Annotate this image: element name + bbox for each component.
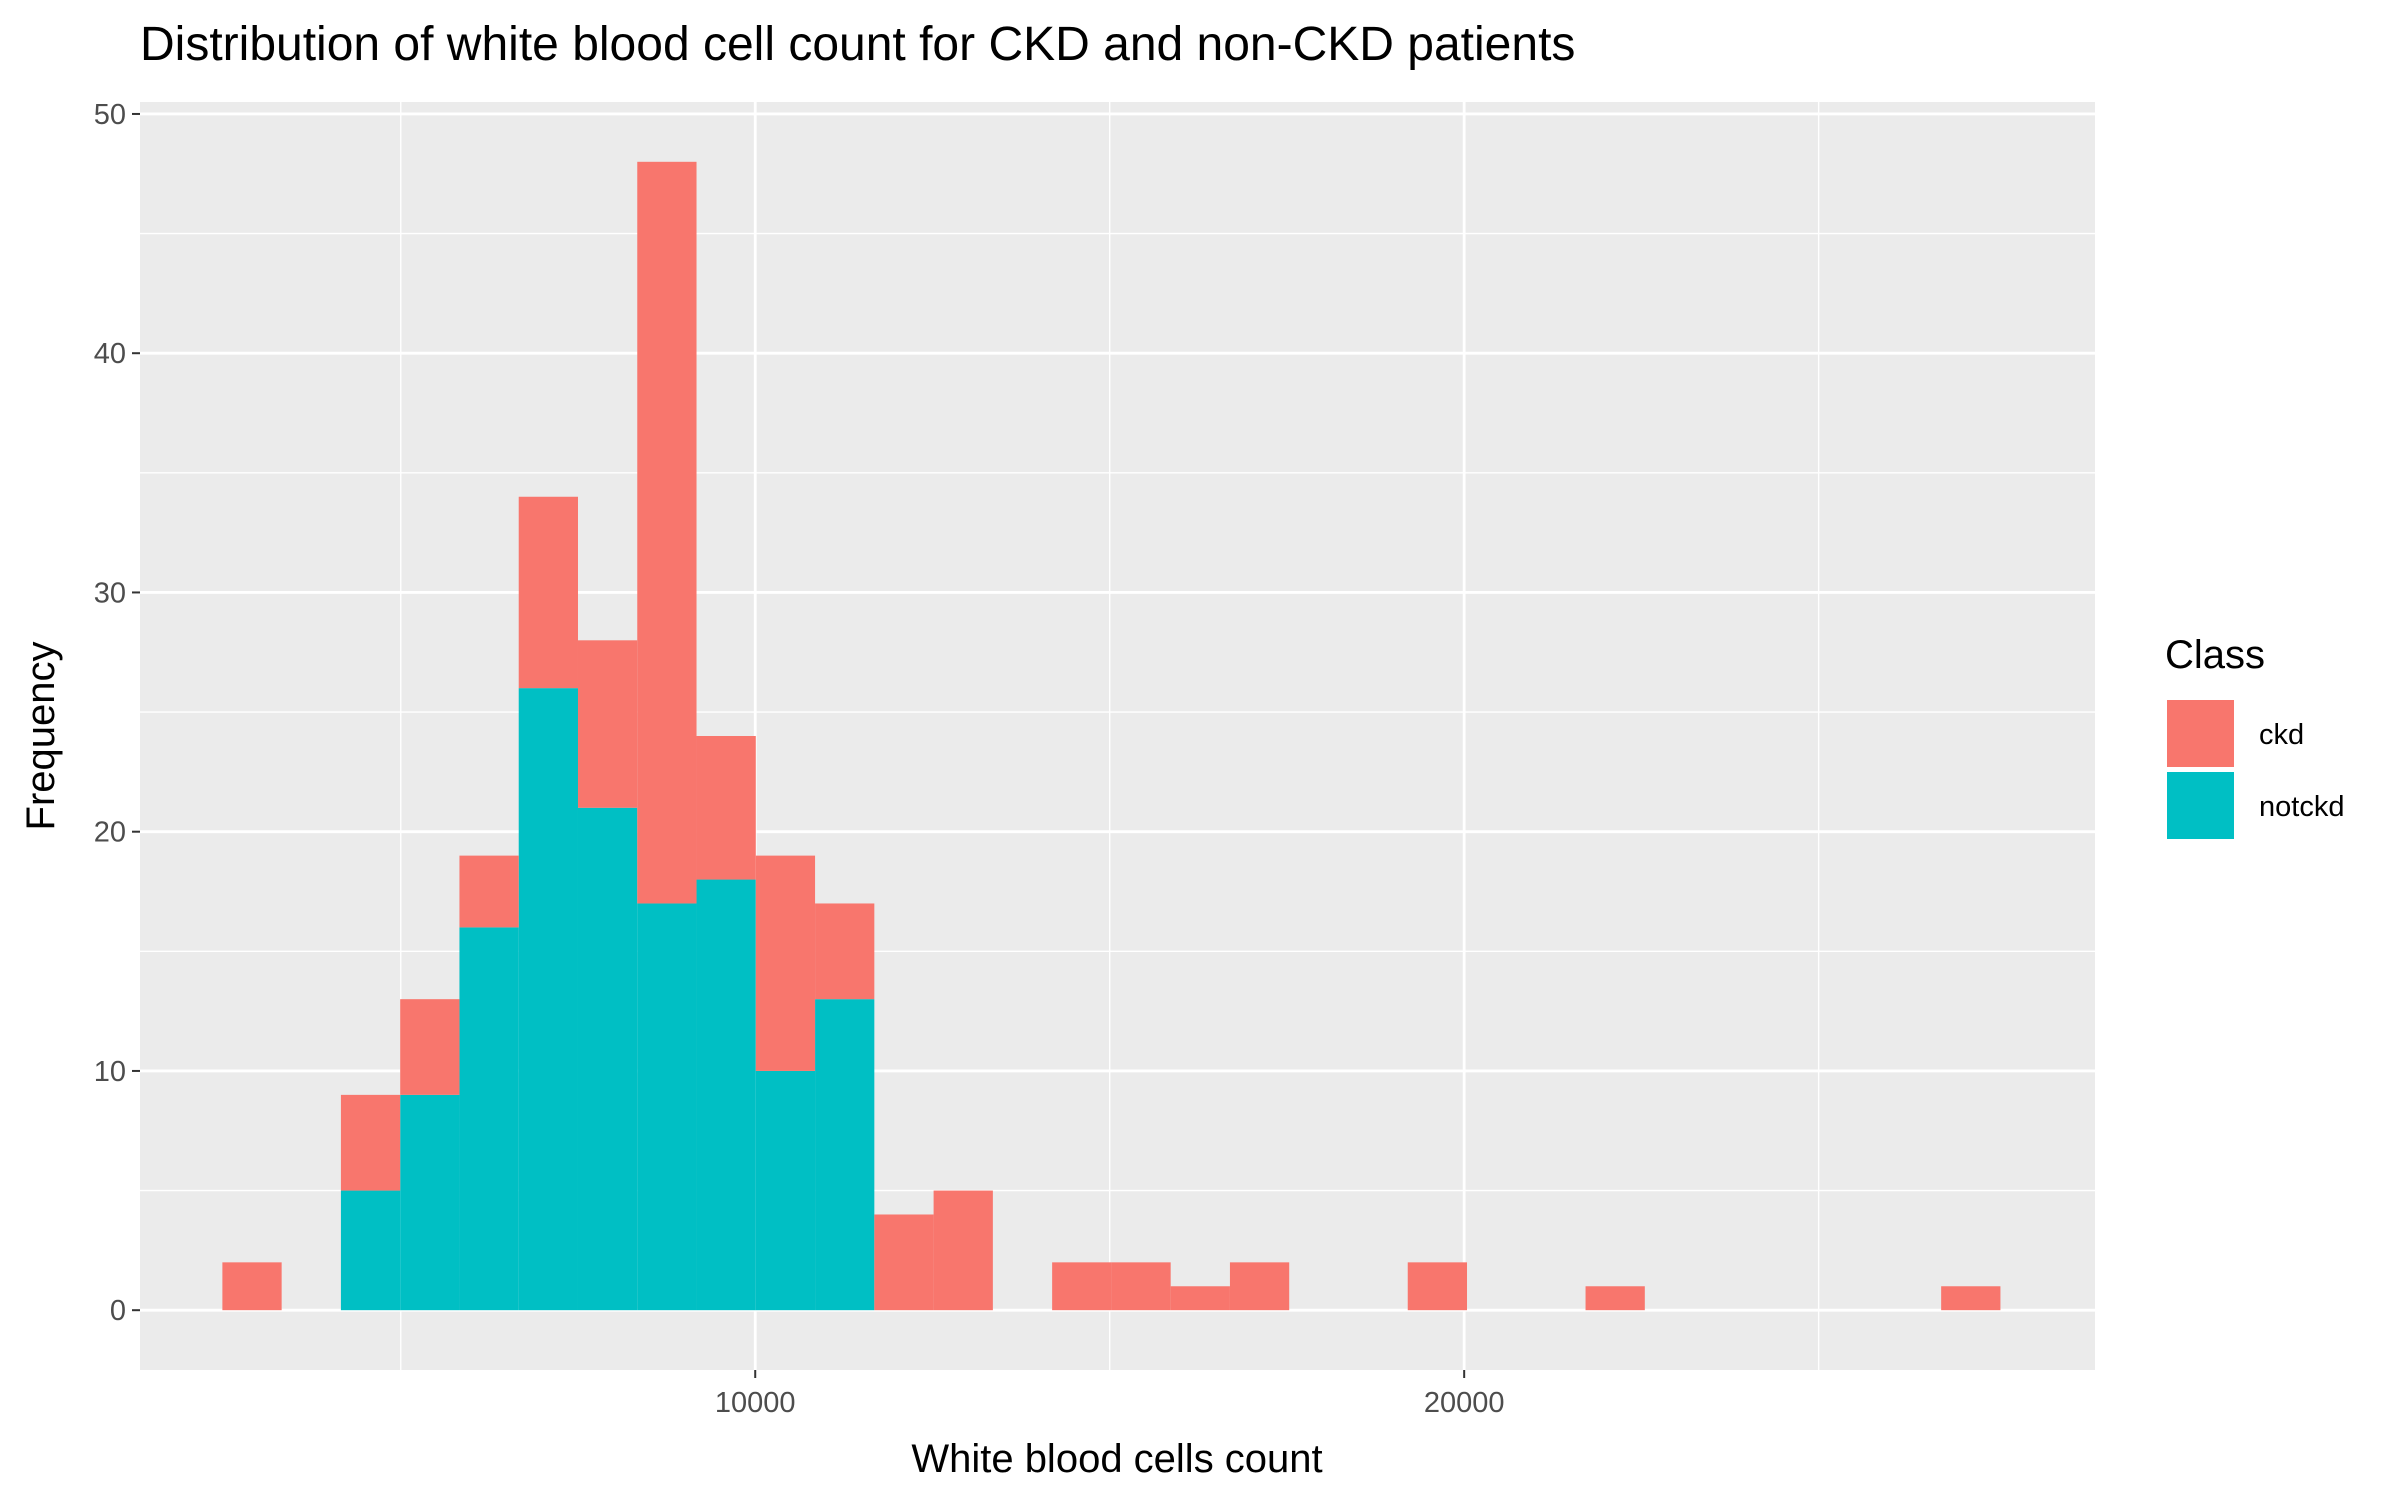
- bar-ckd: [1407, 1262, 1468, 1311]
- bar-ckd: [1941, 1286, 2001, 1311]
- y-tick-label: 40: [94, 338, 126, 370]
- bar-ckd: [815, 903, 875, 1000]
- x-tick-label: 20000: [1424, 1387, 1505, 1419]
- bar-ckd: [1111, 1262, 1171, 1311]
- bar-ckd: [1170, 1286, 1230, 1311]
- bar-notckd: [577, 807, 638, 1311]
- legend-label-ckd: ckd: [2259, 719, 2304, 751]
- bar-ckd: [577, 640, 638, 808]
- bar-ckd: [518, 496, 578, 689]
- bar-notckd: [340, 1190, 401, 1311]
- bar-ckd: [400, 999, 460, 1095]
- y-axis-title: Frequency: [19, 642, 63, 831]
- bar-notckd: [518, 688, 578, 1311]
- y-tick-label: 20: [94, 817, 126, 849]
- chart-title: Distribution of white blood cell count f…: [140, 18, 1575, 71]
- bar-ckd: [1585, 1286, 1645, 1311]
- y-tick-label: 30: [94, 577, 126, 609]
- bar-ckd: [1229, 1262, 1290, 1311]
- bar-ckd: [874, 1214, 934, 1311]
- bar-ckd: [933, 1190, 993, 1311]
- bar-ckd: [637, 161, 697, 904]
- bar-notckd: [696, 879, 756, 1311]
- bar-notckd: [459, 927, 519, 1311]
- bar-ckd: [340, 1094, 401, 1191]
- y-tick-label: 10: [94, 1056, 126, 1088]
- y-tick-label: 50: [94, 99, 126, 131]
- legend-title: Class: [2165, 633, 2265, 677]
- x-axis: 10000 20000: [715, 1370, 1505, 1419]
- legend: Class ckd notckd: [2165, 633, 2344, 839]
- y-axis: 0 10 20 30 40 50: [94, 99, 140, 1327]
- legend-label-notckd: notckd: [2259, 791, 2344, 823]
- bar-ckd: [1052, 1262, 1112, 1311]
- bar-ckd: [755, 855, 816, 1071]
- bar-ckd: [222, 1262, 282, 1311]
- legend-key-ckd: [2167, 700, 2234, 767]
- x-tick-label: 10000: [715, 1387, 796, 1419]
- bars: [222, 161, 2001, 1311]
- y-tick-label: 0: [110, 1295, 126, 1327]
- bar-notckd: [815, 999, 875, 1311]
- bar-notckd: [755, 1070, 816, 1311]
- bar-notckd: [637, 903, 697, 1311]
- bar-ckd: [696, 736, 756, 880]
- legend-key-notckd: [2167, 772, 2234, 839]
- bar-notckd: [400, 1094, 460, 1311]
- x-axis-title: White blood cells count: [911, 1437, 1322, 1481]
- bar-ckd: [459, 855, 519, 928]
